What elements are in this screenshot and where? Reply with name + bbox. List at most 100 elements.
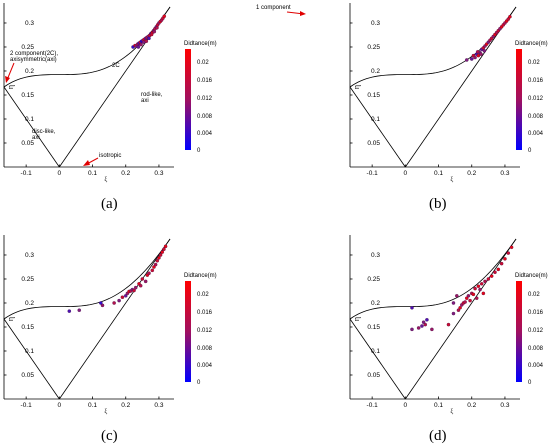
y-tick-label: 0.3 <box>371 252 380 259</box>
data-point <box>474 296 479 300</box>
colorbar-tick: 0.008 <box>197 346 213 352</box>
data-point <box>469 57 474 61</box>
colorbar-tick: 0.012 <box>197 96 213 102</box>
y-tick-label: 0.2 <box>25 68 34 75</box>
colorbar-gradient <box>185 49 191 150</box>
annotation-disc-like-line1: disc-like, <box>32 129 56 135</box>
x-tick-label: 0.1 <box>434 402 443 409</box>
data-point <box>132 288 136 293</box>
y-tick-label: 0.2 <box>25 300 34 307</box>
colorbar-title: Didtance(m) <box>184 41 217 47</box>
x-tick-label: 0.2 <box>121 402 130 409</box>
data-point <box>473 286 477 291</box>
data-point <box>489 274 494 278</box>
data-point <box>152 29 157 34</box>
data-point <box>149 32 154 37</box>
x-tick-label: -0.1 <box>367 402 379 409</box>
arrowhead-icon <box>83 160 90 166</box>
x-axis-label: ξ <box>104 408 107 415</box>
data-point <box>420 324 424 328</box>
data-point <box>100 303 105 308</box>
arrow-2c-axi <box>6 62 15 81</box>
data-point <box>479 282 484 286</box>
panel-a-colorbar: Didtance(m) 0.02 0.016 0.012 0.008 0.004… <box>184 41 217 154</box>
data-point <box>153 262 158 267</box>
colorbar-title: Didtance(m) <box>515 273 548 279</box>
y-tick-label: 0.15 <box>21 324 34 331</box>
panel-label: (a) <box>101 196 118 212</box>
y-tick-label: 0.3 <box>25 20 34 27</box>
y-tick-label: 0.2 <box>371 300 380 307</box>
boundary-two-component <box>3 238 171 320</box>
data-point <box>163 244 168 249</box>
data-point <box>155 26 159 30</box>
panel-d: -0.1 0 0.1 0.2 0.3 0.05 0.1 0.15 0.2 0.25 0.3 η ξ Di… <box>349 235 548 444</box>
colorbar-tick: 0.016 <box>197 78 213 84</box>
x-tick-label: 0.3 <box>154 170 163 177</box>
data-point <box>144 39 149 43</box>
x-tick-label: 0.2 <box>467 170 476 177</box>
data-point <box>99 301 103 305</box>
data-point <box>112 301 116 305</box>
y-tick-label: 0.25 <box>21 44 34 51</box>
colorbar-tick: 0.02 <box>528 60 540 66</box>
colorbar-tick: 0 <box>197 380 201 386</box>
y-tick-label: 0.3 <box>371 20 380 27</box>
data-point <box>117 298 121 303</box>
panel-a-annotations: 1 component 2 component(2C), axisymmetri… <box>5 5 306 166</box>
colorbar-tick: 0.012 <box>528 328 544 334</box>
colorbar-tick: 0.02 <box>197 60 209 66</box>
colorbar-tick: 0.016 <box>528 310 544 316</box>
boundary-two-component <box>349 238 517 320</box>
boundary-disc-like <box>349 86 406 168</box>
colorbar-tick: 0.016 <box>197 310 213 316</box>
x-tick-label: 0.1 <box>88 402 97 409</box>
x-axis-label: ξ <box>450 176 453 183</box>
data-point <box>152 265 156 269</box>
data-point <box>481 291 486 296</box>
boundary-rod-like <box>405 238 517 400</box>
data-point <box>458 306 462 310</box>
x-tick-label: 0.1 <box>434 170 443 177</box>
data-point <box>162 14 167 19</box>
data-point <box>482 49 487 53</box>
y-tick-label: 0.25 <box>21 276 34 283</box>
panel-a: -0.1 0 0.1 0.2 0.3 0.05 0.1 0.15 0.2 0.25 0.3 η ξ Di… <box>3 3 306 212</box>
colorbar-tick: 0 <box>197 148 201 154</box>
annotation-one-component: 1 component <box>256 5 291 11</box>
annotation-2c-axi-line1: 2 component(2C), <box>10 51 58 57</box>
x-tick-label: -0.1 <box>367 170 379 177</box>
colorbar-gradient <box>516 281 522 382</box>
y-tick-label: 0.1 <box>25 116 34 123</box>
x-tick-label: 0.1 <box>88 170 97 177</box>
panel-c-colorbar: Didtance(m) 0.02 0.016 0.012 0.008 0.004… <box>184 273 217 386</box>
y-tick-label: 0.15 <box>367 324 380 331</box>
data-point <box>425 318 429 322</box>
data-point <box>150 268 155 273</box>
data-point <box>499 261 504 266</box>
data-point <box>421 320 426 324</box>
data-point <box>496 267 501 272</box>
panel-a-plot: -0.1 0 0.1 0.2 0.3 0.05 0.1 0.15 0.2 0.25 0.3 η ξ <box>3 3 174 183</box>
data-point <box>471 292 476 297</box>
panel-label: (b) <box>429 196 447 212</box>
boundary-disc-like <box>349 318 406 400</box>
data-point <box>147 271 151 275</box>
panel-d-plot: -0.1 0 0.1 0.2 0.3 0.05 0.1 0.15 0.2 0.25 0.3 η ξ <box>349 235 520 415</box>
data-point <box>77 308 82 312</box>
data-point <box>136 45 141 49</box>
y-tick-label: 0.3 <box>25 252 34 259</box>
annotation-disc-like-line2: axi <box>32 135 40 141</box>
data-point <box>423 322 428 327</box>
x-tick-label: 0.3 <box>500 402 509 409</box>
data-point <box>509 245 514 250</box>
data-point <box>493 270 497 275</box>
colorbar-tick: 0.008 <box>528 114 544 120</box>
data-point <box>475 50 480 54</box>
y-tick-label: 0.05 <box>21 372 34 379</box>
data-point <box>465 296 469 300</box>
x-tick-label: 0.2 <box>467 402 476 409</box>
y-tick-label: 0.1 <box>25 348 34 355</box>
y-tick-label: 0.15 <box>21 92 34 99</box>
